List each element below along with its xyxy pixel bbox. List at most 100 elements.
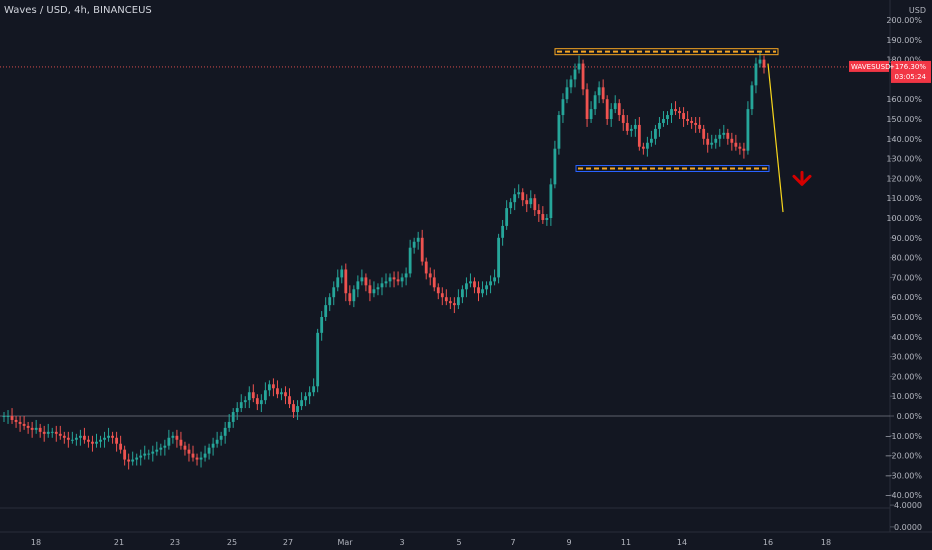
candle-body [380,283,384,288]
candle-body [654,128,657,139]
projection-line [767,63,784,213]
candle-body [440,293,444,298]
y-tick-label: 130.00% [886,155,922,164]
y-tick-label: 4.0000 [894,501,922,510]
candle-body [115,437,118,444]
candle-body [151,451,155,454]
candle-body [247,392,251,401]
support-zone [575,165,770,172]
candle-body [469,281,472,284]
y-tick-label: 50.00% [891,313,922,322]
candle-body [593,95,597,110]
candle-body [18,421,22,424]
candle-body [143,453,147,456]
candle-body [553,148,557,185]
candle-body [183,445,187,450]
candle-body [131,459,135,462]
x-tick-label: 27 [283,538,293,547]
candle-body [123,449,127,460]
candle-body [26,425,30,428]
candle-body [211,443,215,448]
y-tick-label: −20.00% [885,452,923,461]
candle-body [738,146,742,149]
candle-body [597,87,601,96]
y-tick-label: 70.00% [891,273,922,282]
candle-body [296,406,299,413]
x-tick-label: Mar [337,538,353,547]
candle-body [750,85,754,110]
candle-body [384,281,388,284]
candle-body [2,416,6,417]
candle-body [348,293,352,302]
candle-body [14,419,18,422]
x-tick-label: 18 [31,538,41,547]
y-tick-label: 100.00% [886,214,922,223]
candle-body [392,277,396,280]
candle-body [62,435,66,438]
candle-body [127,459,131,462]
candle-body [243,400,247,403]
candle-body [489,281,492,286]
x-tick-label: 11 [621,538,631,547]
y-tick-label: −10.00% [885,432,923,441]
candle-body [509,202,513,209]
candle-body [95,441,98,444]
y-tick-label: 150.00% [886,115,922,124]
candle-body [119,443,123,450]
candle-body [356,281,360,290]
candle-body [436,287,440,294]
candle-body [360,277,364,282]
y-tick-label: 110.00% [886,194,922,203]
candle-body [83,435,86,440]
y-tick-label: 120.00% [886,174,922,183]
current-price-tags: WAVESUSD+176.30% 03:05:24 [849,60,931,83]
y-tick-label: 10.00% [891,392,922,401]
candle-body [231,412,235,422]
candle-body [272,384,275,389]
candle-body [573,69,577,80]
price-tag-countdown: 03:05:24 [895,73,927,81]
candle-body [276,388,279,395]
candle-body [34,427,38,430]
y-tick-label: 60.00% [891,293,922,302]
candle-body [352,289,356,302]
candle-body [557,115,561,149]
candle-body [710,142,714,145]
candle-body [641,146,645,149]
candle-body [87,439,90,442]
candle-body [111,435,114,438]
candle-body [255,398,259,405]
candle-body [195,457,199,460]
candle-body [742,148,746,151]
candle-body [456,297,460,306]
x-tick-label: 5 [456,538,461,547]
y-tick-label: 180.00% [886,56,922,65]
candle-body [147,453,151,455]
candle-body [159,447,163,450]
candle-body [42,431,46,434]
candle-body [376,287,380,290]
candle-body [74,437,78,440]
candle-body [38,427,42,432]
candle-body [199,457,203,460]
candle-body [762,59,766,68]
candle-body [432,277,436,288]
candle-body [320,317,324,333]
symbol-tag-text: WAVESUSD [851,63,891,71]
symbol-tag [849,60,889,72]
y-tick-label: 190.00% [886,36,922,45]
candle-body [227,421,231,428]
candle-body [714,138,718,143]
candle-body [726,132,730,139]
candle-body [404,273,408,278]
candle-body [746,109,750,151]
y-tick-label: 140.00% [886,135,922,144]
candle-body [344,269,348,294]
candle-body [501,225,505,238]
candle-body [525,200,529,205]
candle-body [191,453,195,458]
candle-body [6,416,10,417]
candle-body [396,279,400,282]
candle-body [78,435,82,438]
